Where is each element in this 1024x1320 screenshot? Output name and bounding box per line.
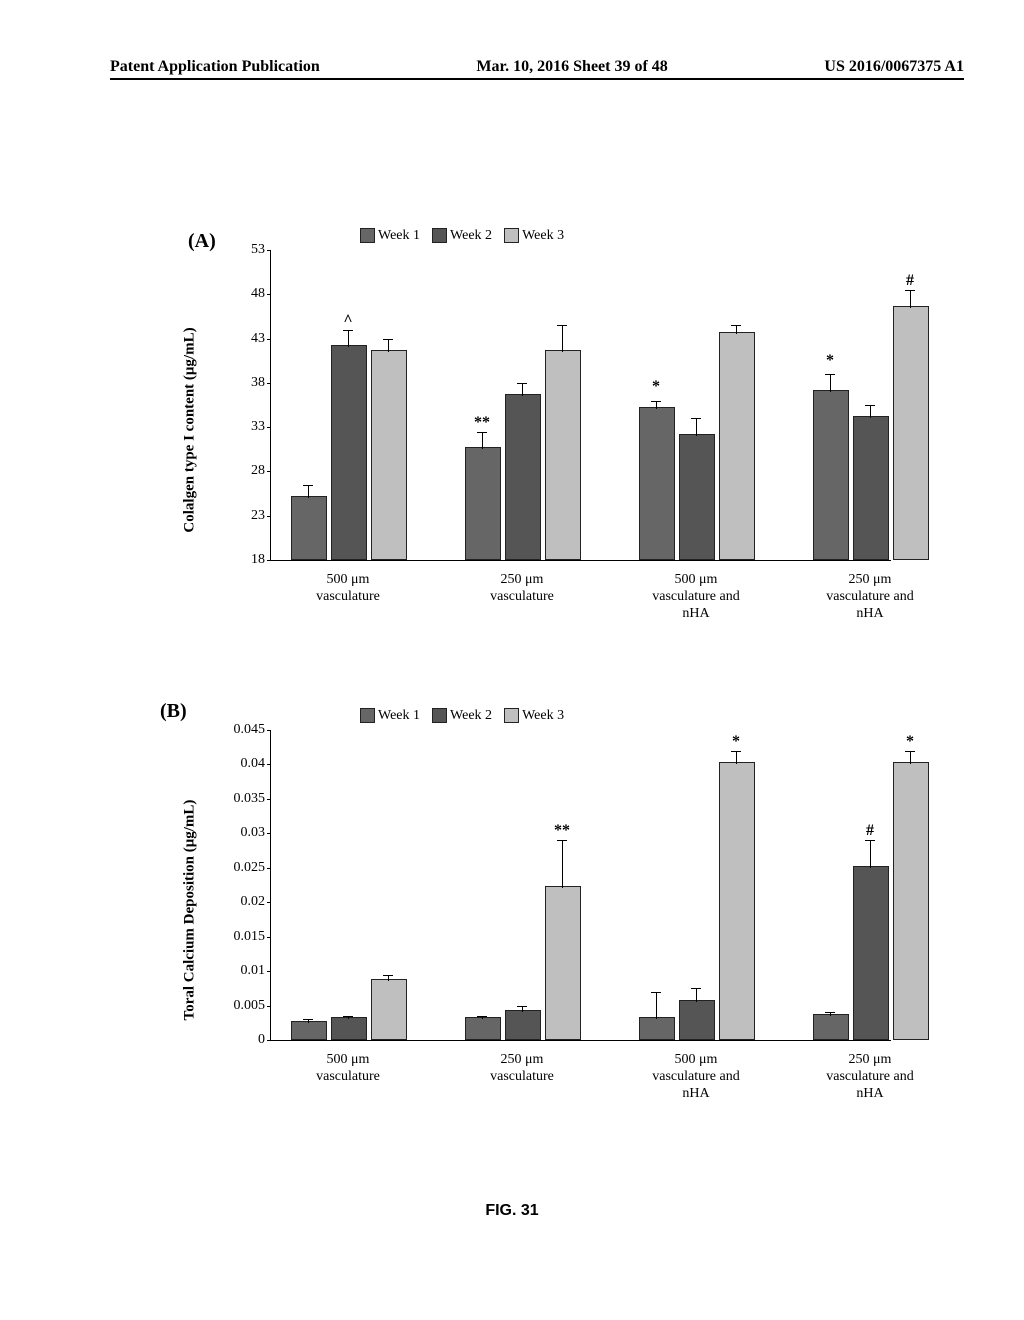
- x-group-label: 500 μmvasculature: [268, 1052, 428, 1086]
- legend-swatch-w1: [360, 708, 375, 723]
- bar: [291, 496, 327, 560]
- bar: [853, 866, 889, 1040]
- chart-a-plot: 1823283338434853^500 μmvasculature**250 …: [270, 250, 891, 561]
- significance-marker: #: [855, 822, 885, 840]
- legend-label-w1: Week 1: [378, 228, 420, 243]
- bar: [639, 407, 675, 560]
- y-tick-label: 0.02: [241, 894, 266, 910]
- y-tick-label: 0.035: [234, 791, 266, 807]
- significance-marker: **: [467, 414, 497, 432]
- chart-a: Week 1 Week 2 Week 3 Colalgen type I con…: [180, 240, 920, 620]
- x-group-label: 250 μmvasculature: [442, 572, 602, 606]
- chart-b-ylabel: Toral Calcium Deposition (μg/mL): [182, 800, 199, 1021]
- y-tick-label: 0.015: [234, 929, 266, 945]
- legend-swatch-w3: [504, 708, 519, 723]
- page-header: Patent Application Publication Mar. 10, …: [110, 58, 964, 80]
- significance-marker: **: [547, 822, 577, 840]
- bar: [813, 1014, 849, 1040]
- x-group-label: 250 μmvasculature andnHA: [790, 1052, 950, 1102]
- legend-swatch-w2: [432, 228, 447, 243]
- chart-b-plot: 00.0050.010.0150.020.0250.030.0350.040.0…: [270, 730, 891, 1041]
- bar: [505, 1010, 541, 1040]
- significance-marker: *: [815, 352, 845, 370]
- legend-swatch-w1: [360, 228, 375, 243]
- legend-label-w1: Week 1: [378, 708, 420, 723]
- y-tick-label: 48: [251, 286, 265, 302]
- legend-label-w2: Week 2: [450, 228, 492, 243]
- x-group-label: 500 μmvasculature andnHA: [616, 1052, 776, 1102]
- legend-swatch-w2: [432, 708, 447, 723]
- x-group-label: 250 μmvasculature: [442, 1052, 602, 1086]
- header-left: Patent Application Publication: [110, 58, 320, 76]
- chart-a-legend: Week 1 Week 2 Week 3: [360, 228, 564, 244]
- y-tick-label: 23: [251, 508, 265, 524]
- bar: [639, 1017, 675, 1040]
- bar: [371, 979, 407, 1040]
- bar: [465, 1017, 501, 1040]
- header-center: Mar. 10, 2016 Sheet 39 of 48: [476, 58, 667, 76]
- x-group-label: 500 μmvasculature andnHA: [616, 572, 776, 622]
- y-tick-label: 33: [251, 419, 265, 435]
- bar: [371, 350, 407, 560]
- y-tick-label: 0.04: [241, 756, 266, 772]
- bar: [853, 416, 889, 560]
- chart-b-legend: Week 1 Week 2 Week 3: [360, 708, 564, 724]
- y-tick-label: 38: [251, 375, 265, 391]
- bar: [719, 762, 755, 1040]
- y-tick-label: 28: [251, 463, 265, 479]
- significance-marker: *: [895, 733, 925, 751]
- y-tick-label: 0.01: [241, 963, 266, 979]
- chart-a-ylabel: Colalgen type I content (μg/mL): [182, 327, 199, 532]
- bar: [813, 390, 849, 560]
- y-tick-label: 0.005: [234, 998, 266, 1014]
- significance-marker: *: [721, 733, 751, 751]
- legend-label-w3: Week 3: [522, 708, 564, 723]
- significance-marker: #: [895, 272, 925, 290]
- legend-swatch-w3: [504, 228, 519, 243]
- significance-marker: ^: [333, 312, 363, 330]
- y-tick-label: 43: [251, 331, 265, 347]
- y-tick-label: 18: [251, 552, 265, 568]
- bar: [545, 350, 581, 560]
- y-tick-label: 0.045: [234, 722, 266, 738]
- header-right: US 2016/0067375 A1: [824, 58, 964, 76]
- chart-b: Week 1 Week 2 Week 3 Toral Calcium Depos…: [180, 720, 920, 1100]
- y-tick-label: 0: [258, 1032, 265, 1048]
- bar: [893, 762, 929, 1040]
- y-tick-label: 0.03: [241, 825, 266, 841]
- legend-label-w2: Week 2: [450, 708, 492, 723]
- bar: [291, 1021, 327, 1040]
- legend-label-w3: Week 3: [522, 228, 564, 243]
- y-tick-label: 0.025: [234, 860, 266, 876]
- bar: [545, 886, 581, 1040]
- bar: [679, 1000, 715, 1040]
- bar: [719, 332, 755, 560]
- bar: [331, 345, 367, 560]
- bar: [465, 447, 501, 560]
- bar: [893, 306, 929, 560]
- bar: [331, 1017, 367, 1040]
- y-tick-label: 53: [251, 242, 265, 258]
- significance-marker: *: [641, 378, 671, 396]
- x-group-label: 500 μmvasculature: [268, 572, 428, 606]
- bar: [679, 434, 715, 560]
- bar: [505, 394, 541, 560]
- figure-caption: FIG. 31: [485, 1202, 538, 1220]
- x-group-label: 250 μmvasculature andnHA: [790, 572, 950, 622]
